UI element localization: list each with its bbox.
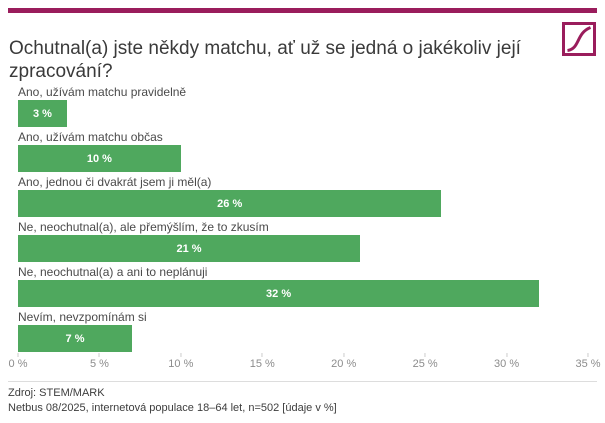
source-note: Zdroj: STEM/MARK Netbus 08/2025, interne… — [8, 386, 337, 416]
bar-row: Nevím, nevzpomínám si 7 % — [18, 309, 588, 352]
bar-value-label: 32 % — [266, 287, 292, 300]
footer-divider — [8, 381, 597, 382]
bar-row: Ano, jednou či dvakrát jsem ji měl(a) 26 … — [18, 174, 588, 217]
x-tick-label: 15 % — [249, 358, 275, 370]
page-title: Ochutnal(a) jste někdy matchu, ať už se … — [9, 37, 521, 82]
bar-value-label: 7 % — [65, 332, 85, 345]
x-tick-label: 20 % — [331, 358, 357, 370]
bar: 3 % — [18, 100, 67, 127]
category-label: Ano, užívám matchu občas — [18, 130, 163, 144]
x-tick-label: 30 % — [494, 358, 520, 370]
bar: 32 % — [18, 280, 540, 307]
accent-bar — [8, 8, 597, 13]
source-line: Zdroj: STEM/MARK — [8, 387, 105, 399]
tick-mark — [343, 353, 345, 357]
tick-mark — [587, 353, 589, 357]
x-tick-label: 10 % — [168, 358, 194, 370]
tick-mark — [98, 353, 100, 357]
tick-mark — [261, 353, 263, 357]
bar-chart: Ano, užívám matchu pravidelně 3 % Ano, uží… — [18, 84, 588, 354]
category-label: Ne, neochutnal(a), ale přemýšlím, že to … — [18, 220, 269, 234]
bar-row: Ano, užívám matchu pravidelně 3 % — [18, 84, 588, 127]
category-label: Ano, užívám matchu pravidelně — [18, 85, 187, 99]
category-label: Ne, neochutnal(a) a ani to neplánuji — [18, 265, 208, 279]
bar-row: Ne, neochutnal(a), ale přemýšlím, že to … — [18, 219, 588, 262]
category-label: Nevím, nevzpomínám si — [18, 310, 147, 324]
bar-row: Ano, užívám matchu občas 10 % — [18, 129, 588, 172]
bar-value-label: 3 % — [32, 107, 52, 120]
stem-mark-logo — [562, 22, 596, 56]
x-axis-tick: 0 % — [8, 353, 28, 370]
bar-value-label: 10 % — [86, 152, 112, 165]
note-line: Netbus 08/2025, internetová populace 18–… — [8, 402, 337, 414]
bar-value-label: 26 % — [217, 197, 243, 210]
x-tick-label: 5 % — [89, 358, 109, 370]
bar: 26 % — [18, 190, 442, 217]
bar-value-label: 21 % — [176, 242, 202, 255]
tick-mark — [17, 353, 19, 357]
bar-row: Ne, neochutnal(a) a ani to neplánuji 32 % — [18, 264, 588, 307]
x-axis: 0 % 5 % 10 % 15 % 20 % 25 % 30 % 35 % — [9, 353, 601, 373]
x-axis-tick: 20 % — [331, 353, 356, 370]
tick-mark — [506, 353, 508, 357]
category-label: Ano, jednou či dvakrát jsem ji měl(a) — [18, 175, 212, 189]
x-axis-tick: 25 % — [413, 353, 438, 370]
bar: 7 % — [18, 325, 132, 352]
x-tick-label: 0 % — [8, 358, 28, 370]
tick-mark — [180, 353, 182, 357]
x-axis-tick: 35 % — [575, 353, 601, 370]
bar-rows: Ano, užívám matchu pravidelně 3 % Ano, uží… — [18, 84, 588, 352]
s-curve-icon — [567, 26, 592, 52]
x-tick-label: 25 % — [412, 358, 438, 370]
x-axis-tick: 30 % — [494, 353, 519, 370]
x-tick-label: 35 % — [575, 358, 601, 370]
bar: 21 % — [18, 235, 360, 262]
x-axis-tick: 15 % — [250, 353, 275, 370]
x-axis-tick: 5 % — [90, 353, 109, 370]
bar: 10 % — [18, 145, 181, 172]
tick-mark — [424, 353, 426, 357]
x-axis-tick: 10 % — [168, 353, 193, 370]
